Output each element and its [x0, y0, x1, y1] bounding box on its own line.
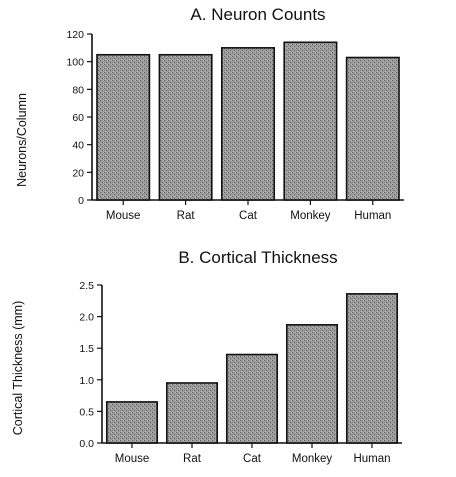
y-tick-label: 1.5: [79, 343, 94, 355]
bar-cat: [220, 47, 276, 201]
x-tick-label: Monkey: [292, 453, 333, 465]
chart-panel-a: A. Neuron Counts Neurons/Column 0 20 40 60 8…: [15, 5, 404, 222]
x-tick-label: Mouse: [106, 210, 141, 222]
bar-rat: [166, 382, 219, 444]
bar-mouse: [96, 53, 151, 201]
y-tick-label: 60: [72, 112, 84, 124]
chart-title: A. Neuron Counts: [190, 5, 325, 24]
plot-area: 0.0 0.5 1.0 1.5 2.0 2.5 Mouse Rat Cat Monkey Human: [79, 280, 402, 465]
bar-monkey: [285, 324, 338, 444]
y-tick-label: 2.5: [79, 280, 94, 292]
chart-title: B. Cortical Thickness: [178, 248, 337, 267]
bar-rat: [158, 53, 213, 201]
y-tick-label: 0.0: [79, 438, 94, 450]
chart-panel-b: B. Cortical Thickness Cortical Thickness…: [11, 248, 402, 465]
bar-cat: [226, 353, 279, 444]
x-tick-label: Cat: [243, 453, 262, 465]
y-tick-label: 40: [72, 140, 84, 152]
x-tick-label: Rat: [183, 453, 202, 465]
bar-human: [345, 56, 400, 201]
y-tick-label: 0: [78, 195, 84, 207]
y-axis-label: Neurons/Column: [15, 93, 29, 187]
y-axis-label: Cortical Thickness (mm): [11, 301, 25, 436]
x-tick-label: Mouse: [115, 453, 150, 465]
y-tick-label: 100: [66, 57, 84, 69]
x-tick-label: Cat: [239, 210, 258, 222]
bar-mouse: [106, 401, 159, 444]
y-tick-label: 0.5: [79, 406, 94, 418]
y-tick-label: 1.0: [79, 375, 94, 387]
y-tick-label: 80: [72, 84, 84, 96]
x-tick-label: Monkey: [290, 210, 331, 222]
x-tick-label: Human: [353, 453, 390, 465]
bar-human: [345, 293, 398, 444]
x-tick-label: Rat: [177, 210, 196, 222]
y-tick-label: 20: [72, 167, 84, 179]
y-tick-label: 2.0: [79, 312, 94, 324]
y-tick-label: 120: [66, 29, 84, 41]
plot-area: 0 20 40 60 80 100 120 Mouse Rat Cat Monkey Human: [66, 29, 404, 222]
bar-monkey: [283, 41, 338, 201]
x-tick-label: Human: [354, 210, 391, 222]
